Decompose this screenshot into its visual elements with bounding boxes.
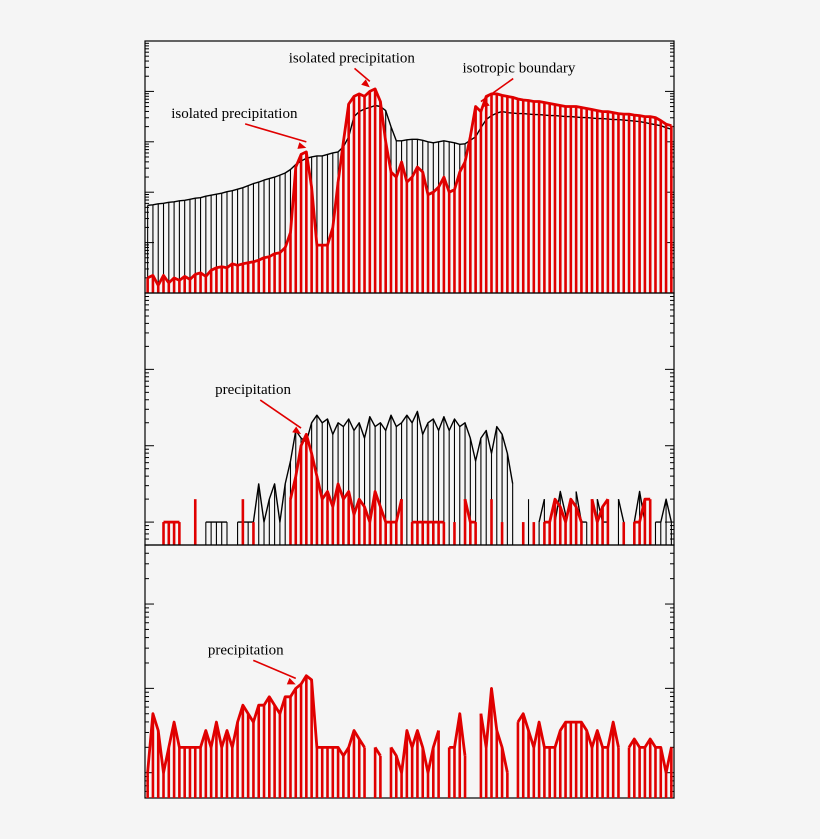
annotation-label: isolated precipitation	[289, 50, 416, 66]
red-envelope	[463, 498, 476, 524]
red-envelope	[289, 432, 403, 524]
black-envelope	[554, 490, 567, 523]
red-envelope	[389, 729, 440, 775]
arrow-head	[361, 79, 370, 88]
black-envelope	[538, 499, 546, 523]
panel-2: precipitation	[144, 292, 675, 546]
annotation-label: precipitation	[215, 382, 291, 398]
panel-3-bars	[146, 674, 673, 798]
black-envelope	[617, 499, 625, 523]
annotation-arrow	[480, 77, 514, 103]
annotation-label: isotropic boundary	[462, 61, 575, 77]
arrow-head	[480, 99, 490, 108]
black-envelope	[575, 491, 587, 523]
red-envelope	[544, 497, 583, 524]
panel-3-ticks	[145, 544, 674, 792]
black-envelope	[655, 498, 673, 523]
panel-2-ticks	[145, 292, 674, 540]
arrow-head	[292, 426, 302, 435]
panel-3: precipitation	[144, 544, 675, 799]
annotation-arrow	[354, 67, 371, 83]
red-envelope	[373, 746, 382, 757]
red-envelope	[516, 712, 620, 749]
annotation-label: isolated precipitation	[171, 106, 298, 122]
red-envelope	[590, 498, 610, 524]
annotation-arrow	[259, 399, 302, 429]
red-envelope	[147, 87, 672, 287]
black-envelope	[147, 104, 672, 206]
red-envelope	[449, 712, 467, 756]
panel-3-annotations: precipitation	[208, 642, 297, 685]
red-envelope	[634, 497, 651, 524]
annotation-label: precipitation	[208, 642, 284, 658]
panel-1-ticks	[145, 40, 674, 294]
arrow-head	[286, 677, 296, 685]
panel-1-annotations: isolated precipitation isolated precipita…	[171, 50, 576, 149]
panel-2-annotations: precipitation	[215, 382, 302, 435]
annotation-arrow	[252, 659, 297, 680]
panel-1-frame	[144, 40, 675, 294]
annotation-arrow	[244, 123, 307, 143]
red-envelope	[146, 674, 366, 775]
panel-2-bars	[162, 410, 673, 545]
panel-1-bars	[146, 87, 673, 293]
red-envelope	[627, 737, 673, 775]
arrow-head	[297, 142, 307, 149]
red-envelope	[479, 687, 509, 773]
panel-3-frame	[144, 544, 675, 799]
panel-1: isolated precipitation isolated precipita…	[144, 40, 675, 294]
black-envelope	[237, 410, 514, 523]
